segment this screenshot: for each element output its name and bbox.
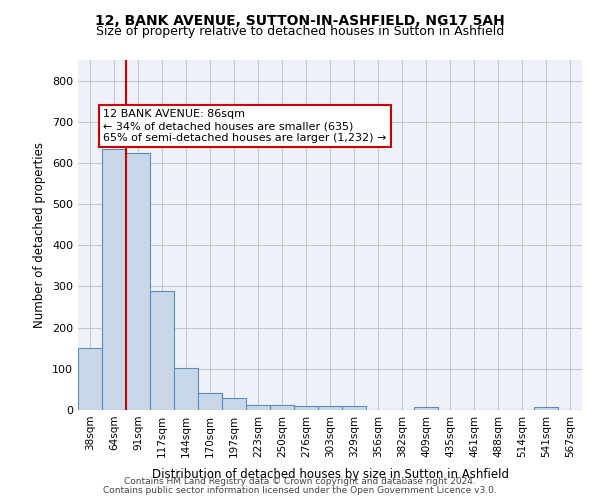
Text: Contains public sector information licensed under the Open Government Licence v3: Contains public sector information licen… <box>103 486 497 495</box>
Bar <box>78 348 102 410</box>
Bar <box>174 368 198 410</box>
Bar <box>534 406 558 410</box>
Text: 12, BANK AVENUE, SUTTON-IN-ASHFIELD, NG17 5AH: 12, BANK AVENUE, SUTTON-IN-ASHFIELD, NG1… <box>95 14 505 28</box>
Bar <box>318 406 342 410</box>
Bar <box>198 392 222 410</box>
Bar <box>222 398 246 410</box>
Bar <box>102 148 126 410</box>
Y-axis label: Number of detached properties: Number of detached properties <box>34 142 46 328</box>
Text: Contains HM Land Registry data © Crown copyright and database right 2024.: Contains HM Land Registry data © Crown c… <box>124 477 476 486</box>
Bar <box>342 406 366 410</box>
Text: 12 BANK AVENUE: 86sqm
← 34% of detached houses are smaller (635)
65% of semi-det: 12 BANK AVENUE: 86sqm ← 34% of detached … <box>103 110 386 142</box>
Bar <box>414 406 438 410</box>
Bar <box>150 290 174 410</box>
Bar <box>126 152 150 410</box>
Bar <box>270 405 294 410</box>
Text: Size of property relative to detached houses in Sutton in Ashfield: Size of property relative to detached ho… <box>96 25 504 38</box>
Bar <box>294 406 318 410</box>
X-axis label: Distribution of detached houses by size in Sutton in Ashfield: Distribution of detached houses by size … <box>151 468 509 481</box>
Bar <box>246 405 270 410</box>
